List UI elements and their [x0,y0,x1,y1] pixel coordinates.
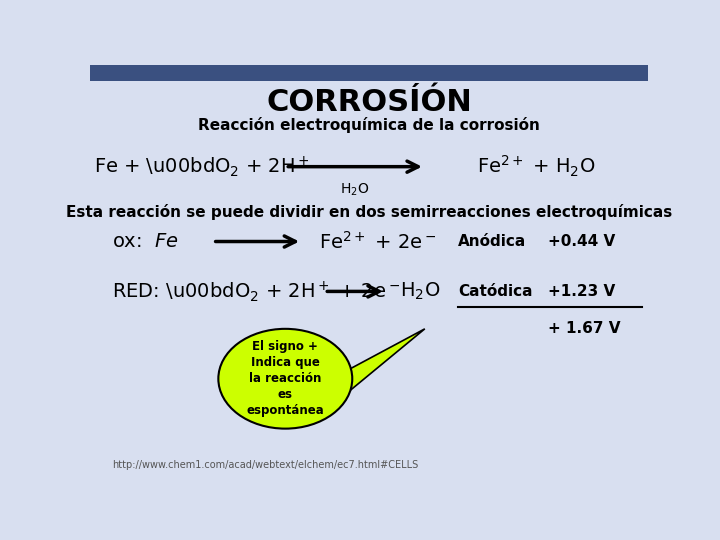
Text: Catódica: Catódica [459,284,533,299]
Text: El signo +
Indica que
la reacción
es
espontánea: El signo + Indica que la reacción es esp… [246,340,324,417]
Text: Fe$^{2+}$ + 2e$^-$: Fe$^{2+}$ + 2e$^-$ [319,231,436,253]
Text: H$_2$O: H$_2$O [341,182,369,199]
Text: Anódica: Anódica [459,234,526,249]
Text: +0.44 V: +0.44 V [547,234,615,249]
Text: Reacción electroquímica de la corrosión: Reacción electroquímica de la corrosión [198,117,540,133]
Text: Esta reacción se puede dividir en dos semirreacciones electroquímicas: Esta reacción se puede dividir en dos se… [66,204,672,220]
Bar [90,65,648,82]
Text: + 1.67 V: + 1.67 V [547,321,620,336]
Text: RED: \u00bdO$_2$ + 2H$^+$ + 2e$^-$: RED: \u00bdO$_2$ + 2H$^+$ + 2e$^-$ [112,279,400,303]
Ellipse shape [221,331,349,427]
Text: CORROSÍÓN: CORROSÍÓN [266,87,472,117]
Text: +1.23 V: +1.23 V [547,284,615,299]
Polygon shape [336,329,425,393]
Text: Fe$^{2+}$ + H$_2$O: Fe$^{2+}$ + H$_2$O [477,154,595,179]
Text: H$_2$O: H$_2$O [400,281,440,302]
Ellipse shape [218,329,352,429]
Text: ox:  $Fe$: ox: $Fe$ [112,232,179,251]
Text: Fe + \u00bdO$_2$ + 2H$^+$: Fe + \u00bdO$_2$ + 2H$^+$ [94,154,310,179]
Text: http://www.chem1.com/acad/webtext/elchem/ec7.html#CELLS: http://www.chem1.com/acad/webtext/elchem… [112,460,418,470]
